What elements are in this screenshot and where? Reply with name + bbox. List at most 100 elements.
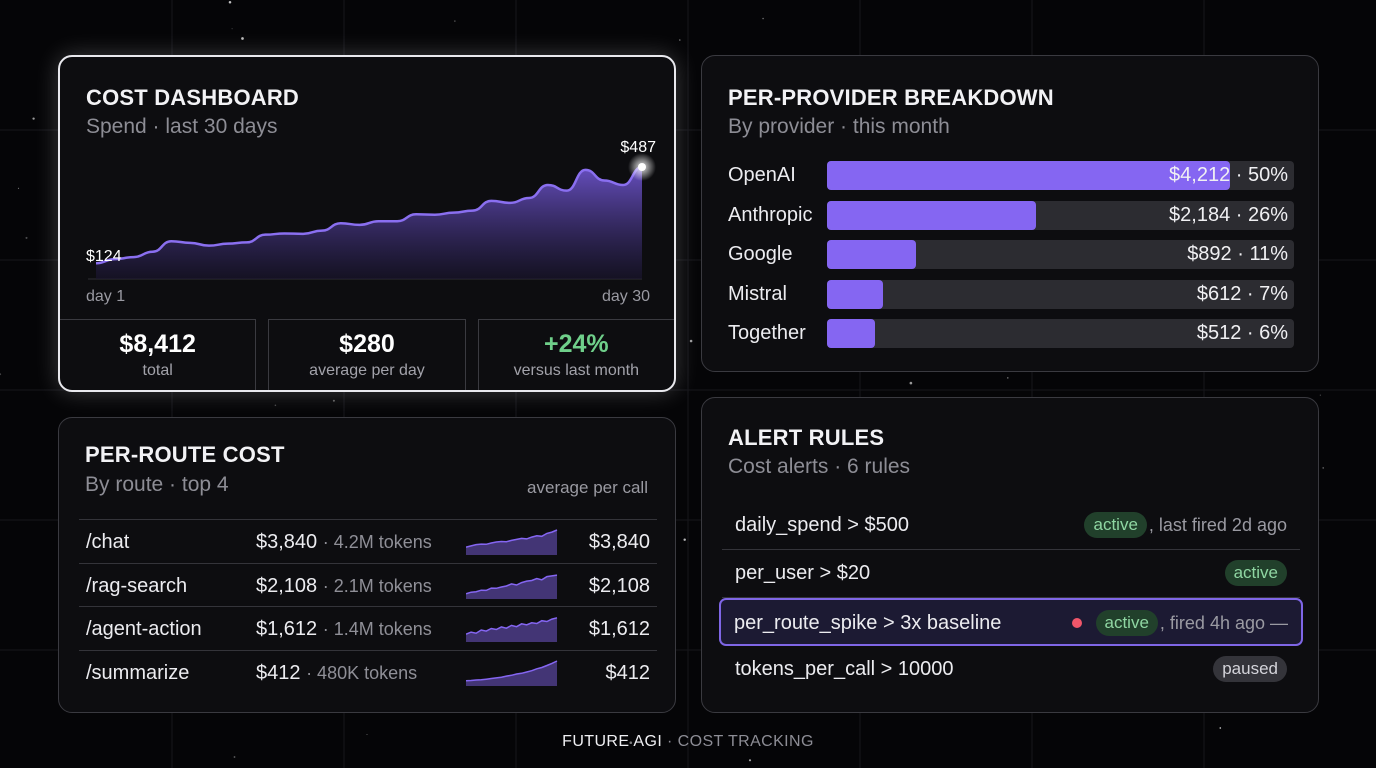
x-axis-end-label: day 30 — [602, 288, 650, 305]
route-average-per-call: $2,108 — [588, 574, 650, 597]
provider-name: Anthropic — [728, 203, 813, 226]
cost-dashboard-subtitle: Spend · last 30 days — [86, 115, 278, 138]
route-sparkline — [466, 529, 558, 555]
cost-dashboard-title: COST DASHBOARD — [86, 85, 300, 110]
provider-name: Google — [728, 243, 793, 265]
provider-breakdown-card: PER-PROVIDER BREAKDOWN By provider · thi… — [701, 55, 1319, 372]
provider-row-mistral: Mistral $612 · 7% — [728, 279, 1294, 309]
spend-area — [96, 167, 642, 279]
route-name: /agent-action — [86, 618, 202, 641]
alert-rule-row[interactable]: per_user > $20 active — [722, 550, 1300, 598]
sparkline-line — [466, 617, 558, 636]
provider-row-together: Together $512 · 6% — [728, 319, 1294, 348]
alert-rules-title: ALERT RULES — [728, 425, 885, 450]
provider-row-anthropic: Anthropic $2,184 · 26% — [728, 200, 1294, 230]
start-value-label: $124 — [86, 248, 122, 265]
provider-breakdown-subtitle: By provider · this month — [728, 115, 950, 138]
route-name: /chat — [86, 531, 130, 553]
alert-rule-status-group: active, fired 4h ago — — [1071, 610, 1288, 636]
x-axis-start-label: day 1 — [86, 288, 125, 305]
cost-stats-row: $8,412 total $280 average per day +24% v… — [60, 319, 674, 390]
provider-bar-fill — [827, 319, 876, 348]
alert-rules-card: ALERT RULES Cost alerts · 6 rules daily_… — [701, 397, 1319, 713]
stat-average-value: $280 — [339, 330, 395, 358]
alert-rule-expression: tokens_per_call > 10000 — [735, 658, 954, 680]
provider-value: $612 · 7% — [1196, 282, 1288, 305]
route-cost-title: PER-ROUTE COST — [85, 442, 285, 467]
alert-last-fired-note: , fired 4h ago — — [1159, 612, 1288, 633]
route-average-per-call: $3,840 — [588, 531, 650, 553]
route-average-per-call: $412 — [605, 662, 651, 685]
route-sparkline — [466, 574, 558, 599]
route-cost: $2,108 · 2.1M tokens — [256, 575, 432, 598]
alert-rule-expression: per_route_spike > 3x baseline — [734, 612, 1002, 634]
footer: FUTURE AGI · COST TRACKING — [0, 733, 1376, 751]
route-token-count: · 4.2M tokens — [322, 532, 432, 552]
route-cost-subtitle: By route · top 4 — [85, 473, 229, 496]
stat-average: $280 average per day — [268, 319, 466, 390]
provider-value: $512 · 6% — [1196, 322, 1288, 344]
route-row: /summarize $412 · 480K tokens $412 — [79, 650, 657, 694]
status-badge: active — [1084, 512, 1147, 538]
status-badge: active — [1095, 610, 1158, 636]
route-row: /agent-action $1,612 · 1.4M tokens $1,612 — [79, 606, 657, 650]
average-per-call-header: average per call — [527, 478, 648, 497]
alert-rules-subtitle: Cost alerts · 6 rules — [728, 455, 911, 478]
alert-rule-expression: per_user > $20 — [735, 562, 871, 584]
spend-area-chart: $124 $487 day 1 day 30 — [86, 139, 656, 305]
route-token-count: · 2.1M tokens — [322, 575, 432, 596]
provider-bar-track: $892 · 11% — [827, 240, 1294, 269]
alert-rule-expression: daily_spend > $500 — [735, 514, 910, 536]
route-token-count: · 1.4M tokens — [322, 619, 432, 640]
alert-rule-status-group: active — [1224, 560, 1287, 586]
alert-rule-row[interactable]: per_route_spike > 3x baseline active, fir… — [719, 598, 1303, 646]
sparkline-line — [466, 660, 558, 682]
provider-bar-track: $512 · 6% — [827, 319, 1294, 348]
route-cost: $1,612 · 1.4M tokens — [256, 618, 432, 641]
alert-rule-status-group: active, last fired 2d ago — [1084, 512, 1287, 538]
route-cost: $412 · 480K tokens — [256, 662, 417, 685]
stat-change-value: +24% — [544, 330, 609, 358]
stat-change: +24% versus last month — [477, 319, 674, 390]
cost-dashboard-card: COST DASHBOARD Spend · last 30 days $124… — [58, 55, 676, 392]
alert-rule-row[interactable]: daily_spend > $500 active, last fired 2d … — [722, 502, 1300, 550]
provider-bar-track: $612 · 7% — [827, 279, 1294, 309]
provider-row-google: Google $892 · 11% — [728, 240, 1294, 269]
stat-change-label: versus last month — [513, 362, 640, 379]
footer-brand: FUTURE AGI — [562, 733, 663, 750]
end-point-marker — [638, 163, 646, 171]
sparkline-line — [466, 574, 558, 595]
stat-total-label: total — [142, 362, 173, 379]
route-cost: $3,840 · 4.2M tokens — [256, 531, 432, 554]
stat-total: $8,412 total — [60, 319, 257, 390]
provider-value: $4,212 · 50% — [1169, 164, 1288, 186]
provider-bar-fill — [827, 240, 916, 269]
provider-breakdown-title: PER-PROVIDER BREAKDOWN — [728, 85, 1054, 110]
provider-bar-fill — [827, 279, 884, 309]
alert-rule-row[interactable]: tokens_per_call > 10000 paused — [722, 646, 1300, 694]
provider-name: Mistral — [728, 282, 787, 305]
footer-tag: COST TRACKING — [677, 733, 814, 750]
route-name: /rag-search — [86, 574, 188, 597]
route-name: /summarize — [86, 662, 190, 685]
route-row: /chat $3,840 · 4.2M tokens $3,840 — [79, 519, 657, 563]
route-sparkline — [466, 617, 558, 643]
provider-bar-track: $2,184 · 26% — [827, 200, 1294, 230]
stat-total-value: $8,412 — [119, 330, 196, 358]
route-cost-value: $2,108 — [256, 574, 318, 597]
provider-bar-fill — [827, 161, 1230, 190]
status-badge: active — [1224, 560, 1287, 586]
provider-name: OpenAI — [728, 164, 796, 186]
route-average-per-call: $1,612 — [588, 618, 650, 641]
provider-name: Together — [728, 322, 806, 344]
provider-bar-fill — [827, 200, 1037, 230]
stat-average-label: average per day — [309, 362, 425, 379]
provider-row-openai: OpenAI $4,212 · 50% — [728, 161, 1294, 190]
sparkline-area — [466, 530, 557, 555]
spend-line — [95, 165, 643, 265]
provider-value: $2,184 · 26% — [1169, 203, 1288, 226]
route-cost-value: $3,840 — [256, 531, 318, 553]
alert-last-fired-note: , last fired 2d ago — [1148, 514, 1287, 535]
route-cost-value: $1,612 — [256, 618, 318, 641]
route-sparkline — [466, 660, 558, 687]
